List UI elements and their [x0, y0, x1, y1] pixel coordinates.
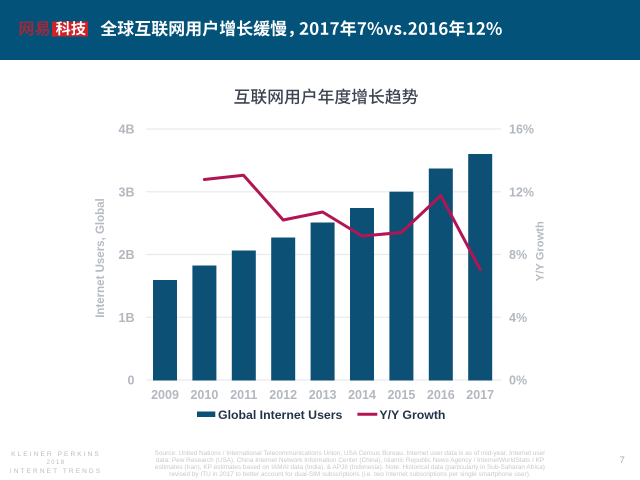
svg-text:0%: 0% — [509, 374, 527, 388]
svg-text:2017: 2017 — [466, 388, 494, 402]
svg-text:2B: 2B — [119, 248, 135, 262]
svg-text:8%: 8% — [509, 248, 527, 262]
svg-text:3B: 3B — [119, 185, 135, 199]
svg-text:2013: 2013 — [309, 388, 337, 402]
svg-text:Global Internet Users: Global Internet Users — [218, 408, 343, 422]
svg-text:2009: 2009 — [151, 388, 179, 402]
svg-text:2011: 2011 — [230, 388, 257, 402]
svg-text:Y/Y Growth: Y/Y Growth — [379, 408, 445, 422]
svg-text:2010: 2010 — [190, 388, 218, 402]
svg-text:2016: 2016 — [427, 388, 455, 402]
svg-text:Y/Y Growth: Y/Y Growth — [534, 221, 546, 281]
svg-text:16%: 16% — [509, 123, 534, 137]
svg-text:2014: 2014 — [348, 388, 376, 402]
svg-text:4B: 4B — [119, 123, 135, 137]
svg-text:2012: 2012 — [269, 388, 297, 402]
svg-text:0: 0 — [128, 374, 135, 388]
svg-text:2015: 2015 — [387, 388, 415, 402]
svg-text:1B: 1B — [119, 311, 135, 325]
svg-text:Internet Users, Global: Internet Users, Global — [95, 198, 107, 318]
svg-text:4%: 4% — [509, 311, 527, 325]
svg-text:12%: 12% — [509, 185, 534, 199]
